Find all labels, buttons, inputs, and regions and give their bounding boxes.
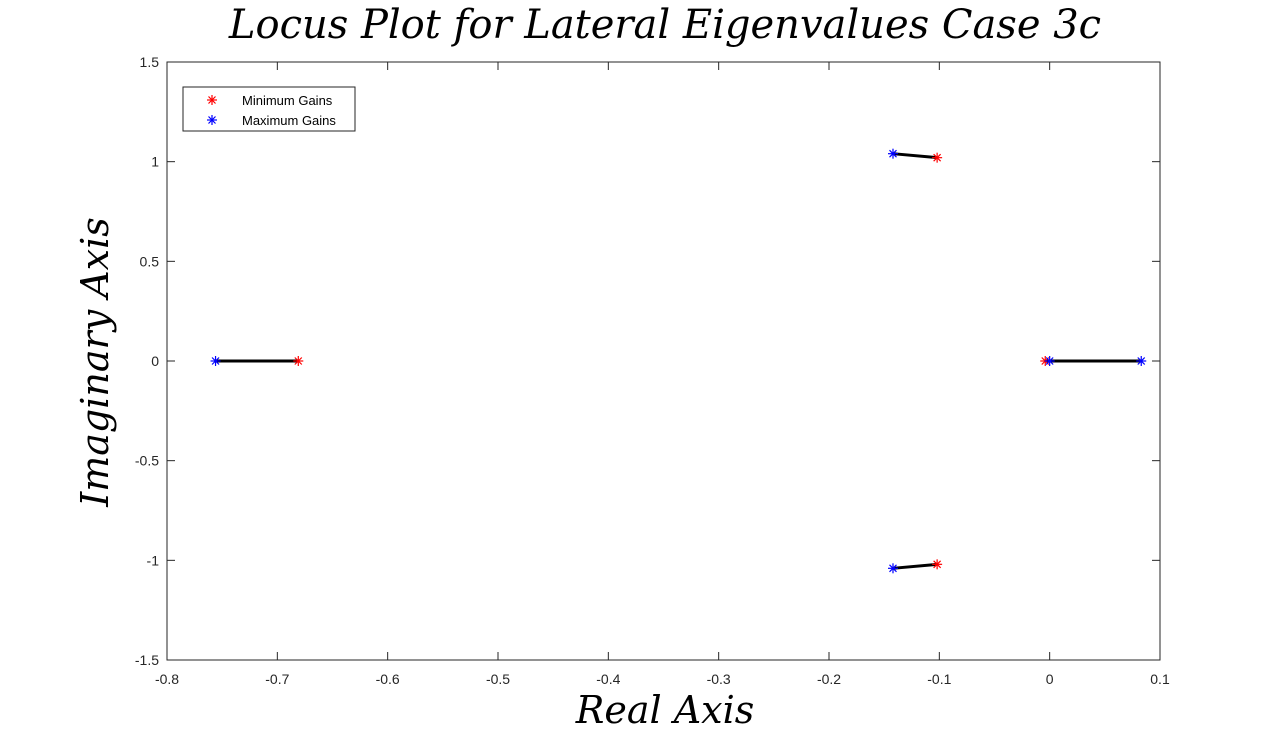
x-tick-label: -0.1	[927, 671, 951, 687]
data-markers	[210, 148, 1147, 574]
x-tick-label: -0.2	[817, 671, 841, 687]
locus-line	[892, 562, 938, 570]
legend-marker	[207, 115, 217, 125]
axis-ticks: -0.8 -0.7 -0.6 -0.5 -0.4 -0.3 -0.2 -0.1 0 0.1 1.5 1…	[135, 54, 1170, 687]
data-point	[932, 559, 943, 570]
legend-marker	[207, 95, 217, 105]
locus-line	[892, 152, 938, 160]
x-tick-label: -0.6	[376, 671, 400, 687]
y-tick-label: 1	[151, 154, 159, 170]
x-tick-label: 0.1	[1150, 671, 1170, 687]
data-point	[1136, 356, 1147, 366]
y-tick-label: 1.5	[140, 54, 160, 70]
x-axis-label: Real Axis	[575, 688, 755, 732]
x-tick-label: -0.5	[486, 671, 510, 687]
legend: Minimum Gains Maximum Gains	[182, 86, 356, 132]
y-tick-label: -1	[147, 552, 160, 568]
x-tick-label: 0	[1046, 671, 1054, 687]
y-tick-label: -1.5	[135, 652, 159, 668]
data-point	[293, 356, 304, 366]
y-tick-label: -0.5	[135, 453, 159, 469]
data-point	[210, 356, 221, 366]
data-point	[887, 148, 898, 159]
x-tick-label: -0.4	[596, 671, 620, 687]
plot-area	[166, 61, 1161, 661]
locus-lines	[215, 152, 1142, 570]
x-tick-label: -0.3	[707, 671, 731, 687]
legend-label: Minimum Gains	[242, 93, 333, 108]
data-point	[932, 152, 943, 163]
data-point	[887, 563, 898, 574]
data-point	[1044, 356, 1055, 366]
y-tick-label: 0	[151, 353, 159, 369]
y-tick-label: 0.5	[140, 253, 160, 269]
legend-label: Maximum Gains	[242, 113, 336, 128]
chart-title: Locus Plot for Lateral Eigenvalues Case …	[228, 2, 1102, 48]
x-tick-label: -0.8	[155, 671, 179, 687]
x-tick-label: -0.7	[265, 671, 289, 687]
